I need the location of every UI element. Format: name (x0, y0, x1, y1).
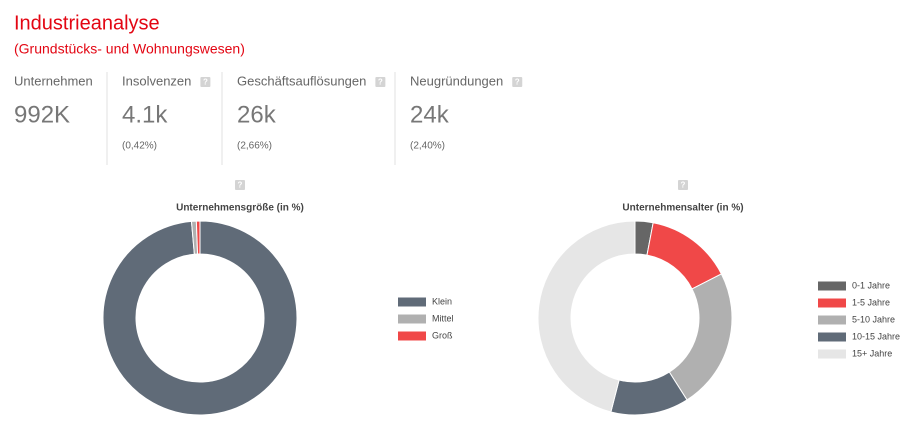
kpi-label: Neugründungen (410, 73, 503, 88)
legend-swatch[interactable] (818, 281, 846, 291)
donut-slice (195, 220, 201, 255)
legend-label[interactable]: Klein (432, 296, 452, 306)
legend-swatch[interactable] (398, 314, 426, 324)
kpi-note: (0,42%) (122, 141, 157, 152)
help-icon[interactable]: ? (515, 78, 520, 87)
donut-slice (537, 220, 636, 413)
help-icon-box[interactable] (375, 77, 386, 87)
legend-label[interactable]: 15+ Jahre (852, 348, 892, 358)
kpi-note: (2,40%) (410, 141, 445, 152)
help-icon-box[interactable] (678, 180, 688, 190)
kpi-value: 4.1k (122, 101, 168, 128)
legend-swatch[interactable] (818, 315, 846, 325)
legend-label[interactable]: Mittel (432, 313, 454, 323)
legend-label[interactable]: 1-5 Jahre (852, 297, 890, 307)
legend-label[interactable]: 10-15 Jahre (852, 331, 900, 341)
legend-swatch[interactable] (398, 297, 426, 307)
kpi-label: Insolvenzen (122, 73, 191, 88)
chart-title: Unternehmensalter (in %) (622, 203, 743, 214)
kpi-value: 24k (410, 101, 450, 128)
legend-label[interactable]: Groß (432, 330, 453, 340)
kpi-note: (2,66%) (237, 141, 272, 152)
donut-slice (668, 273, 733, 401)
legend-label[interactable]: 0-1 Jahre (852, 280, 890, 290)
donut-slice (646, 222, 723, 290)
kpi-label: Geschäftsauflösungen (237, 73, 366, 88)
kpi-value: 992K (14, 101, 70, 128)
help-icon-box[interactable] (200, 77, 211, 87)
legend-swatch[interactable] (398, 331, 426, 341)
page-subtitle: (Grundstücks- und Wohnungswesen) (14, 41, 245, 57)
legend-swatch[interactable] (818, 298, 846, 308)
chart-title: Unternehmensgröße (in %) (176, 203, 304, 214)
page-title: Industrieanalyse (14, 12, 160, 34)
legend-swatch[interactable] (818, 349, 846, 359)
kpi-label: Unternehmen (14, 73, 93, 88)
donut-slice (102, 220, 298, 416)
help-icon[interactable]: ? (378, 78, 383, 87)
help-icon-box[interactable] (235, 180, 245, 190)
help-icon[interactable]: ? (203, 78, 208, 87)
legend-label[interactable]: 5-10 Jahre (852, 314, 895, 324)
kpi-value: 26k (237, 101, 277, 128)
help-icon[interactable]: ? (681, 181, 686, 190)
help-icon[interactable]: ? (238, 181, 243, 190)
legend-swatch[interactable] (818, 332, 846, 342)
help-icon-box[interactable] (512, 77, 523, 87)
